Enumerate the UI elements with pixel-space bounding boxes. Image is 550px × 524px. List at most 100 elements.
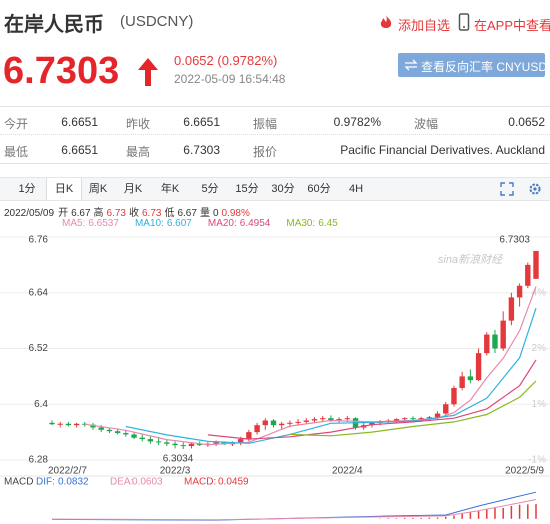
- macd-legend: 0.0603: [132, 477, 163, 488]
- info-value: 6.73: [142, 208, 162, 219]
- candle-body: [123, 433, 129, 435]
- candle-body: [164, 442, 170, 444]
- tab[interactable]: 日K: [46, 178, 82, 200]
- candle-body: [475, 353, 482, 381]
- info-value: 0: [212, 208, 219, 219]
- open-app[interactable]: 在APP中查看: [474, 18, 550, 33]
- watermark: sina新浪财经: [438, 253, 503, 266]
- candle-body: [500, 320, 506, 349]
- fire-icon: [380, 15, 392, 28]
- candle-body: [213, 442, 219, 444]
- candle-body: [90, 424, 96, 428]
- max-label: 6.7303: [499, 235, 530, 246]
- candle-body: [410, 418, 416, 420]
- ma-name: MA10:: [134, 218, 164, 229]
- info-pct: 0.98%: [221, 208, 250, 219]
- candle-body: [114, 431, 121, 434]
- macd-legend: 0.0459: [218, 477, 249, 488]
- candle-body: [467, 376, 474, 381]
- add-watch[interactable]: 添加自选: [398, 18, 451, 33]
- candle-body: [155, 441, 162, 443]
- info-label: 量: [199, 208, 210, 219]
- ma-line: [84, 286, 537, 446]
- right-tick-label: 4%: [532, 287, 547, 298]
- candle-body: [451, 387, 457, 405]
- stat-label: 振幅: [253, 117, 278, 131]
- x-tick-label: 2022/2/7: [48, 466, 87, 477]
- stat-value: Pacific Financial Derivatives. Auckland: [340, 143, 545, 157]
- info-label: 开: [58, 208, 69, 219]
- info-line: 2022/05/09 开 6.67 高 6.73 收 6.73 低 6.67 量 0 0.98%: [4, 204, 250, 219]
- candle-body: [459, 376, 465, 388]
- stat-label: 最高: [126, 145, 151, 159]
- macd-legend: DEA:: [110, 477, 133, 488]
- chart: sina新浪财经 6.28 6.4 6.52 6.64 6.76 4% 2% 1% -1% 6.73…: [0, 235, 550, 521]
- ma-value: 6.45: [318, 218, 338, 229]
- ma-value: 6.6537: [88, 218, 119, 229]
- candle-body: [172, 443, 178, 446]
- candle-body: [344, 418, 351, 420]
- candle-body: [254, 425, 260, 433]
- candle-body: [287, 422, 293, 424]
- info-value: 6.67: [71, 208, 91, 219]
- ma-name: MA20:: [207, 218, 237, 229]
- candle-body: [147, 439, 154, 442]
- macd-legend: 0.0832: [58, 477, 89, 488]
- stat-label: 报价: [253, 145, 278, 159]
- tab[interactable]: 60分: [307, 183, 331, 195]
- y-tick-label: 6.4: [34, 399, 48, 410]
- x-tick-label: 2022/5/9: [505, 466, 544, 477]
- candle-body: [65, 423, 72, 426]
- up-arrow: [138, 58, 158, 86]
- stat-label: 今开: [4, 117, 29, 131]
- tab[interactable]: 年K: [160, 183, 180, 195]
- tab[interactable]: 1分: [18, 183, 36, 195]
- candle-body: [180, 445, 186, 447]
- tab[interactable]: 30分: [271, 183, 295, 195]
- ma-name: MA5:: [62, 218, 86, 229]
- x-tick-label: 2022/3: [160, 466, 191, 477]
- tab[interactable]: 4H: [348, 183, 364, 195]
- tab[interactable]: 周K: [88, 183, 108, 195]
- fullscreen-icon[interactable]: [500, 182, 514, 196]
- ma-value: 6.4954: [239, 218, 271, 229]
- candle-body: [402, 418, 408, 420]
- candle-body: [237, 439, 244, 444]
- candle-body: [73, 423, 80, 426]
- y-tick-label: 6.64: [29, 287, 49, 298]
- ma-value: 6.607: [166, 218, 192, 229]
- candle-body: [246, 432, 252, 440]
- candle-body: [484, 334, 490, 354]
- candle-body: [336, 419, 342, 421]
- change: 0.0652 (0.9782%): [174, 53, 278, 68]
- tab[interactable]: 月K: [123, 183, 143, 195]
- tab[interactable]: 15分: [235, 183, 259, 195]
- y-tick-label: 6.52: [29, 343, 49, 354]
- y-tick-label: 6.76: [29, 235, 49, 246]
- macd-line: [51, 491, 537, 521]
- stat-value: 0.9782%: [333, 115, 381, 129]
- settings-icon[interactable]: [528, 182, 542, 196]
- info-label: 高: [93, 208, 104, 219]
- candle-body: [311, 419, 318, 421]
- candle-body: [516, 285, 523, 298]
- tab[interactable]: 5分: [201, 183, 219, 195]
- time: 2022-05-09 16:54:48: [174, 72, 286, 86]
- candle-body: [369, 422, 375, 426]
- candle-body: [262, 420, 268, 426]
- candle-body: [533, 250, 539, 279]
- candle-body: [295, 421, 301, 423]
- info-label: 收: [129, 208, 139, 219]
- candle-body: [106, 429, 113, 432]
- phone-icon: [458, 13, 470, 31]
- candle-body: [57, 423, 63, 425]
- ma-line: [289, 380, 537, 437]
- reverse-button[interactable]: 查看反向汇率 CNYUSD: [398, 53, 547, 77]
- info-date: 2022/05/09: [4, 208, 55, 219]
- candle-body: [188, 443, 195, 447]
- candle-body: [139, 437, 145, 440]
- price: 6.7303: [3, 50, 120, 92]
- candle-body: [270, 420, 277, 426]
- stat-value: 6.6651: [61, 143, 98, 157]
- candle-body: [98, 427, 104, 430]
